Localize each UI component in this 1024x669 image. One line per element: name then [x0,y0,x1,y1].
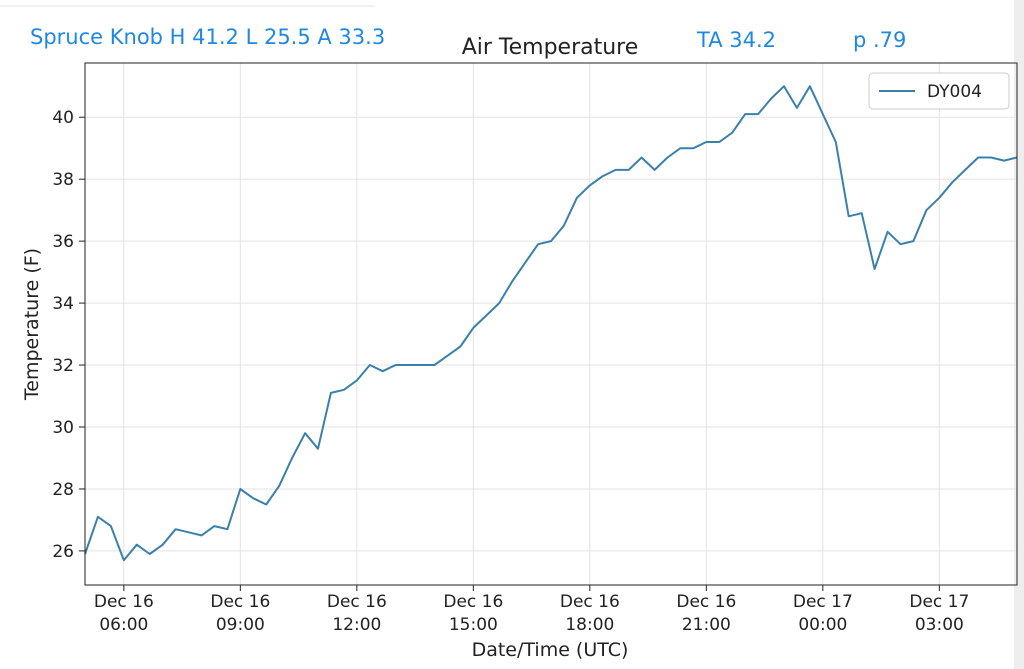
plot-frame [84,62,1018,586]
x-tick-label: Dec 16 18:00 [560,592,620,635]
x-tick-label: Dec 16 15:00 [443,592,503,635]
annotation: p .79 [853,28,906,52]
x-tick-label: Dec 16 09:00 [210,592,270,635]
y-tick-label: 30 [52,418,74,438]
y-tick-label: 34 [52,294,74,314]
x-tick-label: Dec 17 00:00 [793,592,853,635]
annotation: TA 34.2 [696,28,776,52]
y-tick-label: 26 [52,542,74,562]
legend-box [868,72,1010,110]
y-tick-label: 40 [52,108,74,128]
data-line [84,85,1018,562]
annotation: Spruce Knob H 41.2 L 25.5 A 33.3 [30,25,385,49]
x-tick-label: Dec 17 03:00 [909,592,969,635]
scrollbar [1014,0,1024,669]
y-tick-label: 38 [52,170,74,190]
x-tick-label: Dec 16 21:00 [676,592,736,635]
chart-title: Air Temperature [462,35,639,60]
x-axis-label: Date/Time (UTC) [472,639,629,661]
x-tick-label: Dec 16 06:00 [94,592,154,635]
x-tick-label: Dec 16 12:00 [327,592,387,635]
y-tick-label: 32 [52,356,74,376]
legend-label: DY004 [927,82,982,102]
y-tick-label: 28 [52,480,74,500]
y-tick-label: 36 [52,232,74,252]
y-axis-label: Temperature (F) [21,248,43,401]
